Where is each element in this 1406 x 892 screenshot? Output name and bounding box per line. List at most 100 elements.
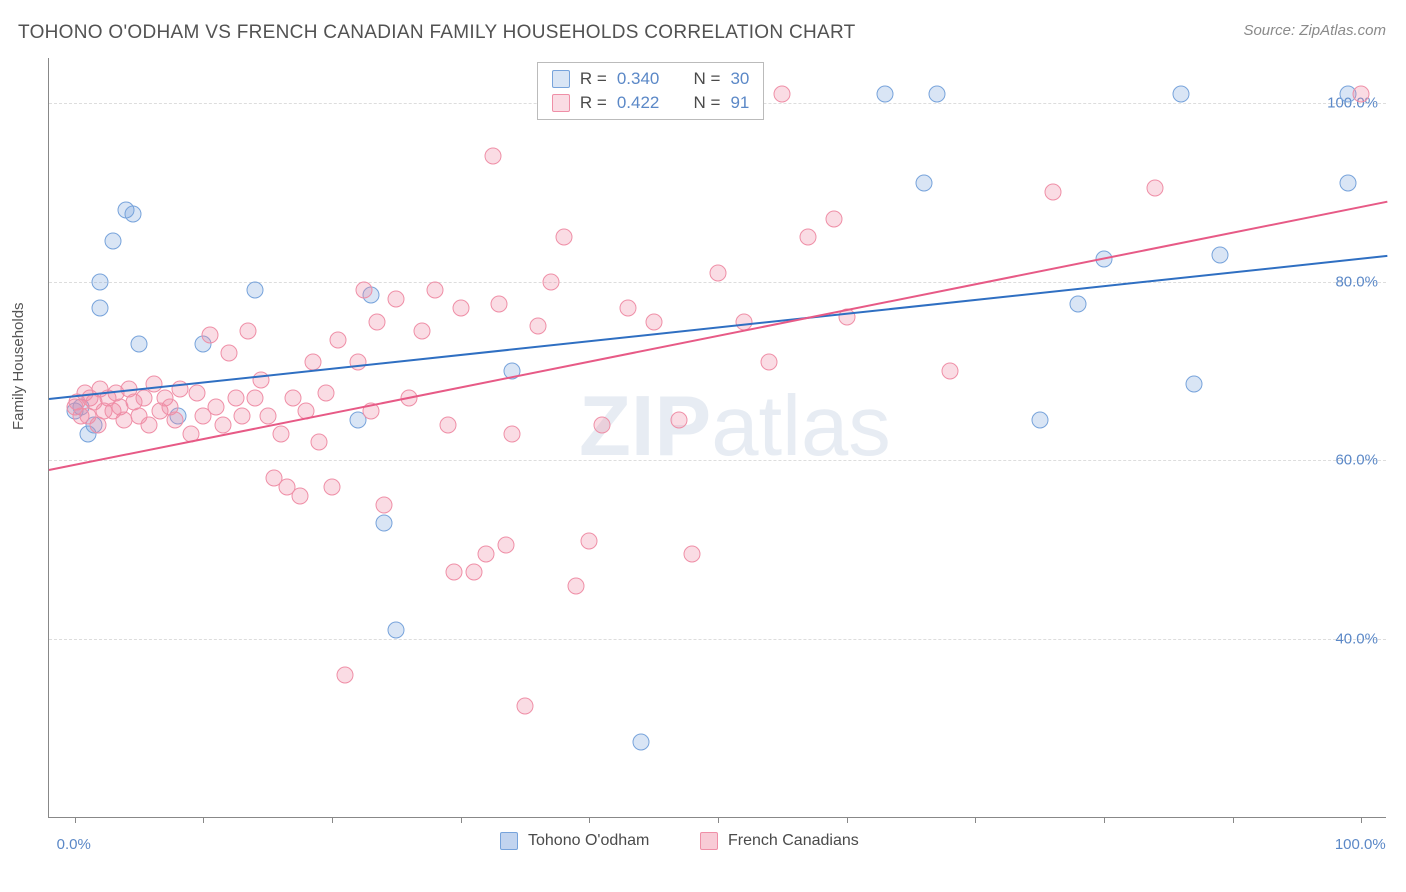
scatter-point bbox=[1353, 85, 1370, 102]
scatter-point bbox=[555, 228, 572, 245]
legend-n-value: 30 bbox=[730, 69, 749, 89]
scatter-point bbox=[188, 385, 205, 402]
scatter-plot-area: ZIPatlas 40.0%60.0%80.0%100.0% bbox=[48, 58, 1386, 818]
scatter-point bbox=[915, 175, 932, 192]
scatter-point bbox=[115, 412, 132, 429]
scatter-point bbox=[684, 546, 701, 563]
scatter-point bbox=[497, 537, 514, 554]
scatter-point bbox=[233, 407, 250, 424]
x-tick bbox=[1233, 817, 1234, 823]
scatter-point bbox=[774, 85, 791, 102]
scatter-point bbox=[465, 564, 482, 581]
scatter-point bbox=[246, 389, 263, 406]
legend-row: R = 0.422 N = 91 bbox=[538, 91, 764, 115]
scatter-point bbox=[1044, 184, 1061, 201]
scatter-point bbox=[632, 734, 649, 751]
gridline bbox=[49, 639, 1386, 640]
y-axis-label: Family Households bbox=[10, 302, 27, 430]
scatter-point bbox=[1070, 295, 1087, 312]
scatter-point bbox=[375, 514, 392, 531]
legend-label: French Canadians bbox=[728, 832, 859, 850]
scatter-point bbox=[446, 564, 463, 581]
y-tick-label: 40.0% bbox=[1335, 631, 1378, 648]
scatter-point bbox=[825, 210, 842, 227]
scatter-point bbox=[452, 300, 469, 317]
scatter-point bbox=[131, 336, 148, 353]
y-tick-label: 80.0% bbox=[1335, 273, 1378, 290]
scatter-point bbox=[388, 622, 405, 639]
scatter-point bbox=[439, 416, 456, 433]
gridline bbox=[49, 460, 1386, 461]
scatter-point bbox=[240, 322, 257, 339]
scatter-point bbox=[388, 291, 405, 308]
scatter-point bbox=[928, 85, 945, 102]
scatter-point bbox=[272, 425, 289, 442]
x-tick bbox=[589, 817, 590, 823]
x-tick bbox=[332, 817, 333, 823]
scatter-point bbox=[1211, 246, 1228, 263]
scatter-point bbox=[167, 412, 184, 429]
y-tick-label: 60.0% bbox=[1335, 452, 1378, 469]
correlation-legend: R = 0.340 N = 30R = 0.422 N = 91 bbox=[537, 62, 765, 120]
scatter-point bbox=[1173, 85, 1190, 102]
scatter-point bbox=[317, 385, 334, 402]
scatter-point bbox=[208, 398, 225, 415]
scatter-point bbox=[356, 282, 373, 299]
x-tick bbox=[1104, 817, 1105, 823]
scatter-point bbox=[800, 228, 817, 245]
scatter-point bbox=[246, 282, 263, 299]
legend-r-value: 0.422 bbox=[617, 93, 660, 113]
scatter-point bbox=[542, 273, 559, 290]
legend-item: French Canadians bbox=[700, 832, 859, 850]
scatter-point bbox=[124, 206, 141, 223]
scatter-point bbox=[594, 416, 611, 433]
x-tick-label: 100.0% bbox=[1335, 836, 1386, 853]
legend-r-prefix: R = bbox=[580, 93, 607, 113]
scatter-point bbox=[478, 546, 495, 563]
scatter-point bbox=[568, 577, 585, 594]
scatter-point bbox=[1186, 376, 1203, 393]
x-tick bbox=[718, 817, 719, 823]
scatter-point bbox=[304, 354, 321, 371]
spacer bbox=[669, 93, 683, 113]
x-tick-label: 0.0% bbox=[57, 836, 91, 853]
scatter-point bbox=[619, 300, 636, 317]
legend-label: Tohono O'odham bbox=[528, 832, 649, 850]
scatter-point bbox=[517, 698, 534, 715]
legend-row: R = 0.340 N = 30 bbox=[538, 67, 764, 91]
scatter-point bbox=[529, 318, 546, 335]
scatter-point bbox=[426, 282, 443, 299]
scatter-point bbox=[414, 322, 431, 339]
scatter-point bbox=[375, 497, 392, 514]
scatter-point bbox=[491, 295, 508, 312]
legend-swatch bbox=[500, 832, 518, 850]
x-tick bbox=[75, 817, 76, 823]
scatter-point bbox=[221, 345, 238, 362]
x-tick bbox=[461, 817, 462, 823]
scatter-point bbox=[214, 416, 231, 433]
legend-n-prefix: N = bbox=[694, 93, 721, 113]
scatter-point bbox=[710, 264, 727, 281]
scatter-point bbox=[201, 327, 218, 344]
legend-r-prefix: R = bbox=[580, 69, 607, 89]
x-tick bbox=[847, 817, 848, 823]
legend-r-value: 0.340 bbox=[617, 69, 660, 89]
scatter-point bbox=[581, 532, 598, 549]
x-tick bbox=[1361, 817, 1362, 823]
scatter-point bbox=[645, 313, 662, 330]
legend-item: Tohono O'odham bbox=[500, 832, 649, 850]
x-tick bbox=[975, 817, 976, 823]
legend-swatch bbox=[552, 94, 570, 112]
scatter-point bbox=[761, 354, 778, 371]
legend-swatch bbox=[700, 832, 718, 850]
scatter-point bbox=[484, 148, 501, 165]
scatter-point bbox=[1031, 412, 1048, 429]
legend-n-value: 91 bbox=[730, 93, 749, 113]
chart-title: TOHONO O'ODHAM VS FRENCH CANADIAN FAMILY… bbox=[18, 22, 856, 44]
scatter-point bbox=[877, 85, 894, 102]
scatter-point bbox=[92, 300, 109, 317]
scatter-point bbox=[941, 362, 958, 379]
scatter-point bbox=[291, 488, 308, 505]
legend-n-prefix: N = bbox=[694, 69, 721, 89]
spacer bbox=[669, 69, 683, 89]
